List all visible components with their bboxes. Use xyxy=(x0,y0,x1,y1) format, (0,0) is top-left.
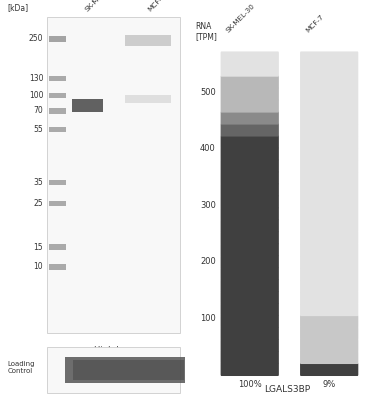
FancyBboxPatch shape xyxy=(300,315,358,328)
FancyBboxPatch shape xyxy=(300,87,358,101)
Bar xyxy=(49,200,66,206)
Bar xyxy=(72,99,103,112)
FancyBboxPatch shape xyxy=(300,339,358,352)
FancyBboxPatch shape xyxy=(300,99,358,113)
Text: MCF-7: MCF-7 xyxy=(146,0,166,12)
FancyBboxPatch shape xyxy=(300,159,358,172)
Bar xyxy=(49,180,66,185)
FancyBboxPatch shape xyxy=(221,123,279,136)
Text: 500: 500 xyxy=(200,88,216,97)
Bar xyxy=(49,76,66,81)
FancyBboxPatch shape xyxy=(221,87,279,101)
Text: 35: 35 xyxy=(34,178,43,187)
Text: 100%: 100% xyxy=(238,380,262,389)
FancyBboxPatch shape xyxy=(221,327,279,340)
Bar xyxy=(49,244,66,250)
FancyBboxPatch shape xyxy=(221,267,279,280)
FancyBboxPatch shape xyxy=(221,195,279,208)
Text: SK-MEL-30: SK-MEL-30 xyxy=(84,0,115,12)
FancyBboxPatch shape xyxy=(300,363,358,376)
FancyBboxPatch shape xyxy=(221,279,279,292)
FancyBboxPatch shape xyxy=(300,195,358,208)
FancyBboxPatch shape xyxy=(300,135,358,148)
FancyBboxPatch shape xyxy=(300,183,358,196)
FancyBboxPatch shape xyxy=(221,75,279,89)
FancyBboxPatch shape xyxy=(221,207,279,220)
FancyBboxPatch shape xyxy=(300,291,358,304)
FancyBboxPatch shape xyxy=(221,315,279,328)
Text: 100: 100 xyxy=(200,314,216,322)
FancyBboxPatch shape xyxy=(300,219,358,232)
Bar xyxy=(47,17,180,333)
FancyBboxPatch shape xyxy=(300,279,358,292)
Text: Loading
Control: Loading Control xyxy=(8,361,35,374)
FancyBboxPatch shape xyxy=(221,52,279,65)
Text: 300: 300 xyxy=(200,201,216,210)
FancyBboxPatch shape xyxy=(221,231,279,244)
FancyBboxPatch shape xyxy=(300,123,358,136)
FancyBboxPatch shape xyxy=(221,111,279,124)
FancyBboxPatch shape xyxy=(300,171,358,184)
FancyBboxPatch shape xyxy=(221,303,279,316)
Text: High Low: High Low xyxy=(94,346,133,355)
Bar xyxy=(73,360,183,380)
FancyBboxPatch shape xyxy=(300,267,358,280)
Bar xyxy=(49,264,66,270)
Text: 15: 15 xyxy=(34,242,43,252)
Text: MCF-7: MCF-7 xyxy=(305,13,325,33)
FancyBboxPatch shape xyxy=(300,147,358,160)
FancyBboxPatch shape xyxy=(300,75,358,89)
Text: LGALS3BP: LGALS3BP xyxy=(264,385,311,394)
FancyBboxPatch shape xyxy=(221,64,279,77)
Bar xyxy=(49,108,66,114)
Bar xyxy=(49,127,66,132)
Bar xyxy=(49,36,66,42)
FancyBboxPatch shape xyxy=(221,255,279,268)
Text: SK-MEL-30: SK-MEL-30 xyxy=(225,2,256,33)
Bar xyxy=(125,95,171,103)
FancyBboxPatch shape xyxy=(221,351,279,364)
FancyBboxPatch shape xyxy=(221,243,279,256)
FancyBboxPatch shape xyxy=(300,231,358,244)
Text: 9%: 9% xyxy=(323,380,336,389)
FancyBboxPatch shape xyxy=(300,64,358,77)
FancyBboxPatch shape xyxy=(221,147,279,160)
FancyBboxPatch shape xyxy=(221,159,279,172)
FancyBboxPatch shape xyxy=(300,207,358,220)
FancyBboxPatch shape xyxy=(300,52,358,65)
Bar xyxy=(125,35,171,46)
Text: 250: 250 xyxy=(29,34,43,43)
Text: [kDa]: [kDa] xyxy=(8,3,29,12)
FancyBboxPatch shape xyxy=(221,135,279,148)
Bar xyxy=(47,346,180,394)
FancyBboxPatch shape xyxy=(221,219,279,232)
FancyBboxPatch shape xyxy=(300,111,358,124)
FancyBboxPatch shape xyxy=(300,243,358,256)
Text: 130: 130 xyxy=(29,74,43,83)
Bar xyxy=(49,93,66,98)
FancyBboxPatch shape xyxy=(300,327,358,340)
Text: 55: 55 xyxy=(34,125,43,134)
FancyBboxPatch shape xyxy=(221,171,279,184)
FancyBboxPatch shape xyxy=(300,303,358,316)
Text: 400: 400 xyxy=(200,144,216,153)
FancyBboxPatch shape xyxy=(300,255,358,268)
FancyBboxPatch shape xyxy=(221,339,279,352)
FancyBboxPatch shape xyxy=(300,351,358,364)
Text: 200: 200 xyxy=(200,257,216,266)
Text: RNA
[TPM]: RNA [TPM] xyxy=(195,22,217,41)
Text: 25: 25 xyxy=(34,199,43,208)
Text: 100: 100 xyxy=(29,91,43,100)
Text: 70: 70 xyxy=(34,106,43,116)
FancyBboxPatch shape xyxy=(221,291,279,304)
FancyBboxPatch shape xyxy=(221,363,279,376)
FancyBboxPatch shape xyxy=(221,183,279,196)
Text: 10: 10 xyxy=(34,262,43,272)
FancyBboxPatch shape xyxy=(221,99,279,113)
Bar xyxy=(64,357,192,383)
